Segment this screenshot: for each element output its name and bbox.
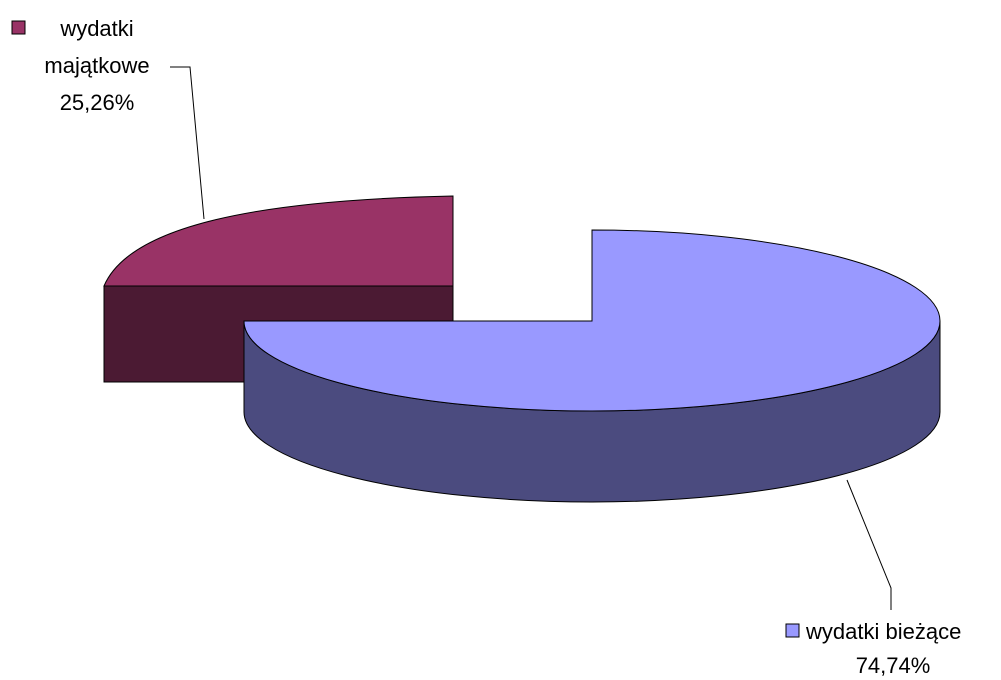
slice-majatkowe-top [103,195,454,287]
label-majatkowe: wydatki majątkowe 25,26% [11,16,150,115]
label-majatkowe-line1: wydatki [59,16,133,41]
label-majatkowe-line2: majątkowe [44,53,149,78]
legend-swatch-biezace [785,623,800,638]
label-biezace-percent: 74,74% [856,653,931,678]
leader-line-majatkowe [170,66,205,220]
leader-line-biezace [846,479,892,610]
slice-biezace-top [243,229,941,412]
label-majatkowe-percent: 25,26% [60,90,135,115]
slice-wydatki-biezace [243,229,941,503]
legend-swatch-majatkowe [11,20,26,35]
label-biezace-name: wydatki bieżące [805,619,961,644]
label-biezace: wydatki bieżące 74,74% [785,619,961,678]
